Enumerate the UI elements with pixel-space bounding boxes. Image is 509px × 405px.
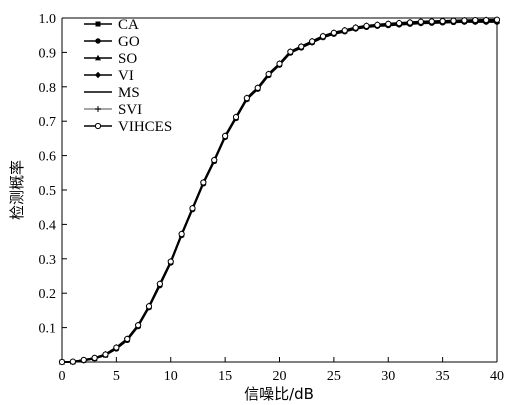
y-tick-label: 0.6 xyxy=(39,150,57,165)
data-point xyxy=(178,230,185,238)
legend-item-vi: VI xyxy=(84,68,134,84)
data-point xyxy=(374,21,381,28)
y-tick-label: 1.0 xyxy=(39,12,57,27)
y-tick-label: 0.4 xyxy=(39,218,57,233)
x-tick-label: 40 xyxy=(490,369,504,384)
series-group xyxy=(58,16,501,366)
legend-marker xyxy=(95,38,101,44)
data-point xyxy=(276,60,283,67)
x-tick-label: 15 xyxy=(218,369,232,384)
data-point xyxy=(211,156,218,164)
legend-marker xyxy=(95,54,101,61)
y-tick-label: 0.7 xyxy=(39,115,57,130)
data-point xyxy=(417,18,424,25)
y-tick-label: 0.9 xyxy=(39,46,57,61)
data-point xyxy=(472,16,479,24)
legend-item-go: GO xyxy=(84,34,140,50)
data-point xyxy=(124,335,131,343)
data-point xyxy=(113,344,120,351)
x-tick-label: 20 xyxy=(273,369,287,384)
data-point xyxy=(189,205,196,212)
x-axis-ticks: 0 5 10 15 20 25 30 35 40 xyxy=(59,357,504,384)
data-point xyxy=(396,20,403,27)
legend-label: SVI xyxy=(118,102,142,118)
data-point xyxy=(254,84,261,91)
data-point xyxy=(363,22,370,30)
data-point xyxy=(406,19,414,26)
data-point xyxy=(102,351,109,358)
data-point xyxy=(232,113,240,121)
legend-label: MS xyxy=(118,85,140,101)
data-point xyxy=(439,17,446,25)
data-point xyxy=(341,27,348,34)
legend-label: GO xyxy=(118,34,140,50)
data-point xyxy=(385,20,392,27)
series-vihces xyxy=(58,16,501,366)
legend-item-ms: MS xyxy=(84,85,140,101)
y-axis-title: 检测概率 xyxy=(8,160,26,220)
y-axis-ticks: 0.1 0.2 0.3 0.4 0.5 0.6 0.7 0.8 0.9 1.0 xyxy=(39,12,67,337)
data-point xyxy=(483,16,490,24)
legend-marker xyxy=(95,106,101,112)
legend-label: VIHCES xyxy=(118,119,172,135)
data-point xyxy=(243,95,250,102)
data-point xyxy=(450,17,457,24)
legend-marker xyxy=(95,71,101,79)
data-point xyxy=(145,303,153,310)
data-point xyxy=(309,38,316,45)
legend-item-svi: SVI xyxy=(84,102,142,118)
legend-item-ca: CA xyxy=(84,17,139,33)
data-point xyxy=(493,16,501,23)
x-tick-label: 5 xyxy=(113,369,120,384)
y-tick-label: 0.3 xyxy=(39,253,57,268)
data-point xyxy=(91,354,98,361)
y-tick-label: 0.2 xyxy=(39,287,57,302)
legend-label: CA xyxy=(118,17,139,33)
x-tick-label: 0 xyxy=(59,369,66,384)
data-point xyxy=(319,33,327,40)
y-tick-label: 0.5 xyxy=(39,184,57,199)
data-point xyxy=(156,280,163,288)
data-point xyxy=(69,358,76,365)
data-point xyxy=(330,29,337,36)
data-point xyxy=(222,132,229,140)
x-tick-label: 35 xyxy=(436,369,450,384)
data-point xyxy=(58,358,66,366)
data-point xyxy=(428,18,435,25)
data-point xyxy=(352,24,359,31)
data-point xyxy=(461,17,468,24)
data-point xyxy=(135,322,142,329)
data-point xyxy=(80,356,87,364)
legend-item-so: SO xyxy=(84,51,137,67)
x-axis-title: 信噪比/dB xyxy=(244,385,314,403)
x-tick-label: 30 xyxy=(381,369,395,384)
x-tick-label: 10 xyxy=(164,369,178,384)
legend-marker xyxy=(95,21,101,27)
legend-item-vihces: VIHCES xyxy=(84,119,172,135)
y-tick-label: 0.1 xyxy=(39,322,57,337)
data-point xyxy=(265,70,272,78)
legend-label: SO xyxy=(118,51,137,67)
legend-label: VI xyxy=(118,68,134,84)
legend-marker xyxy=(94,122,102,130)
x-tick-label: 25 xyxy=(327,369,341,384)
y-tick-label: 0.8 xyxy=(39,81,57,96)
data-point xyxy=(167,258,174,265)
data-point xyxy=(287,48,294,55)
data-point xyxy=(298,43,305,50)
data-point xyxy=(200,179,207,186)
